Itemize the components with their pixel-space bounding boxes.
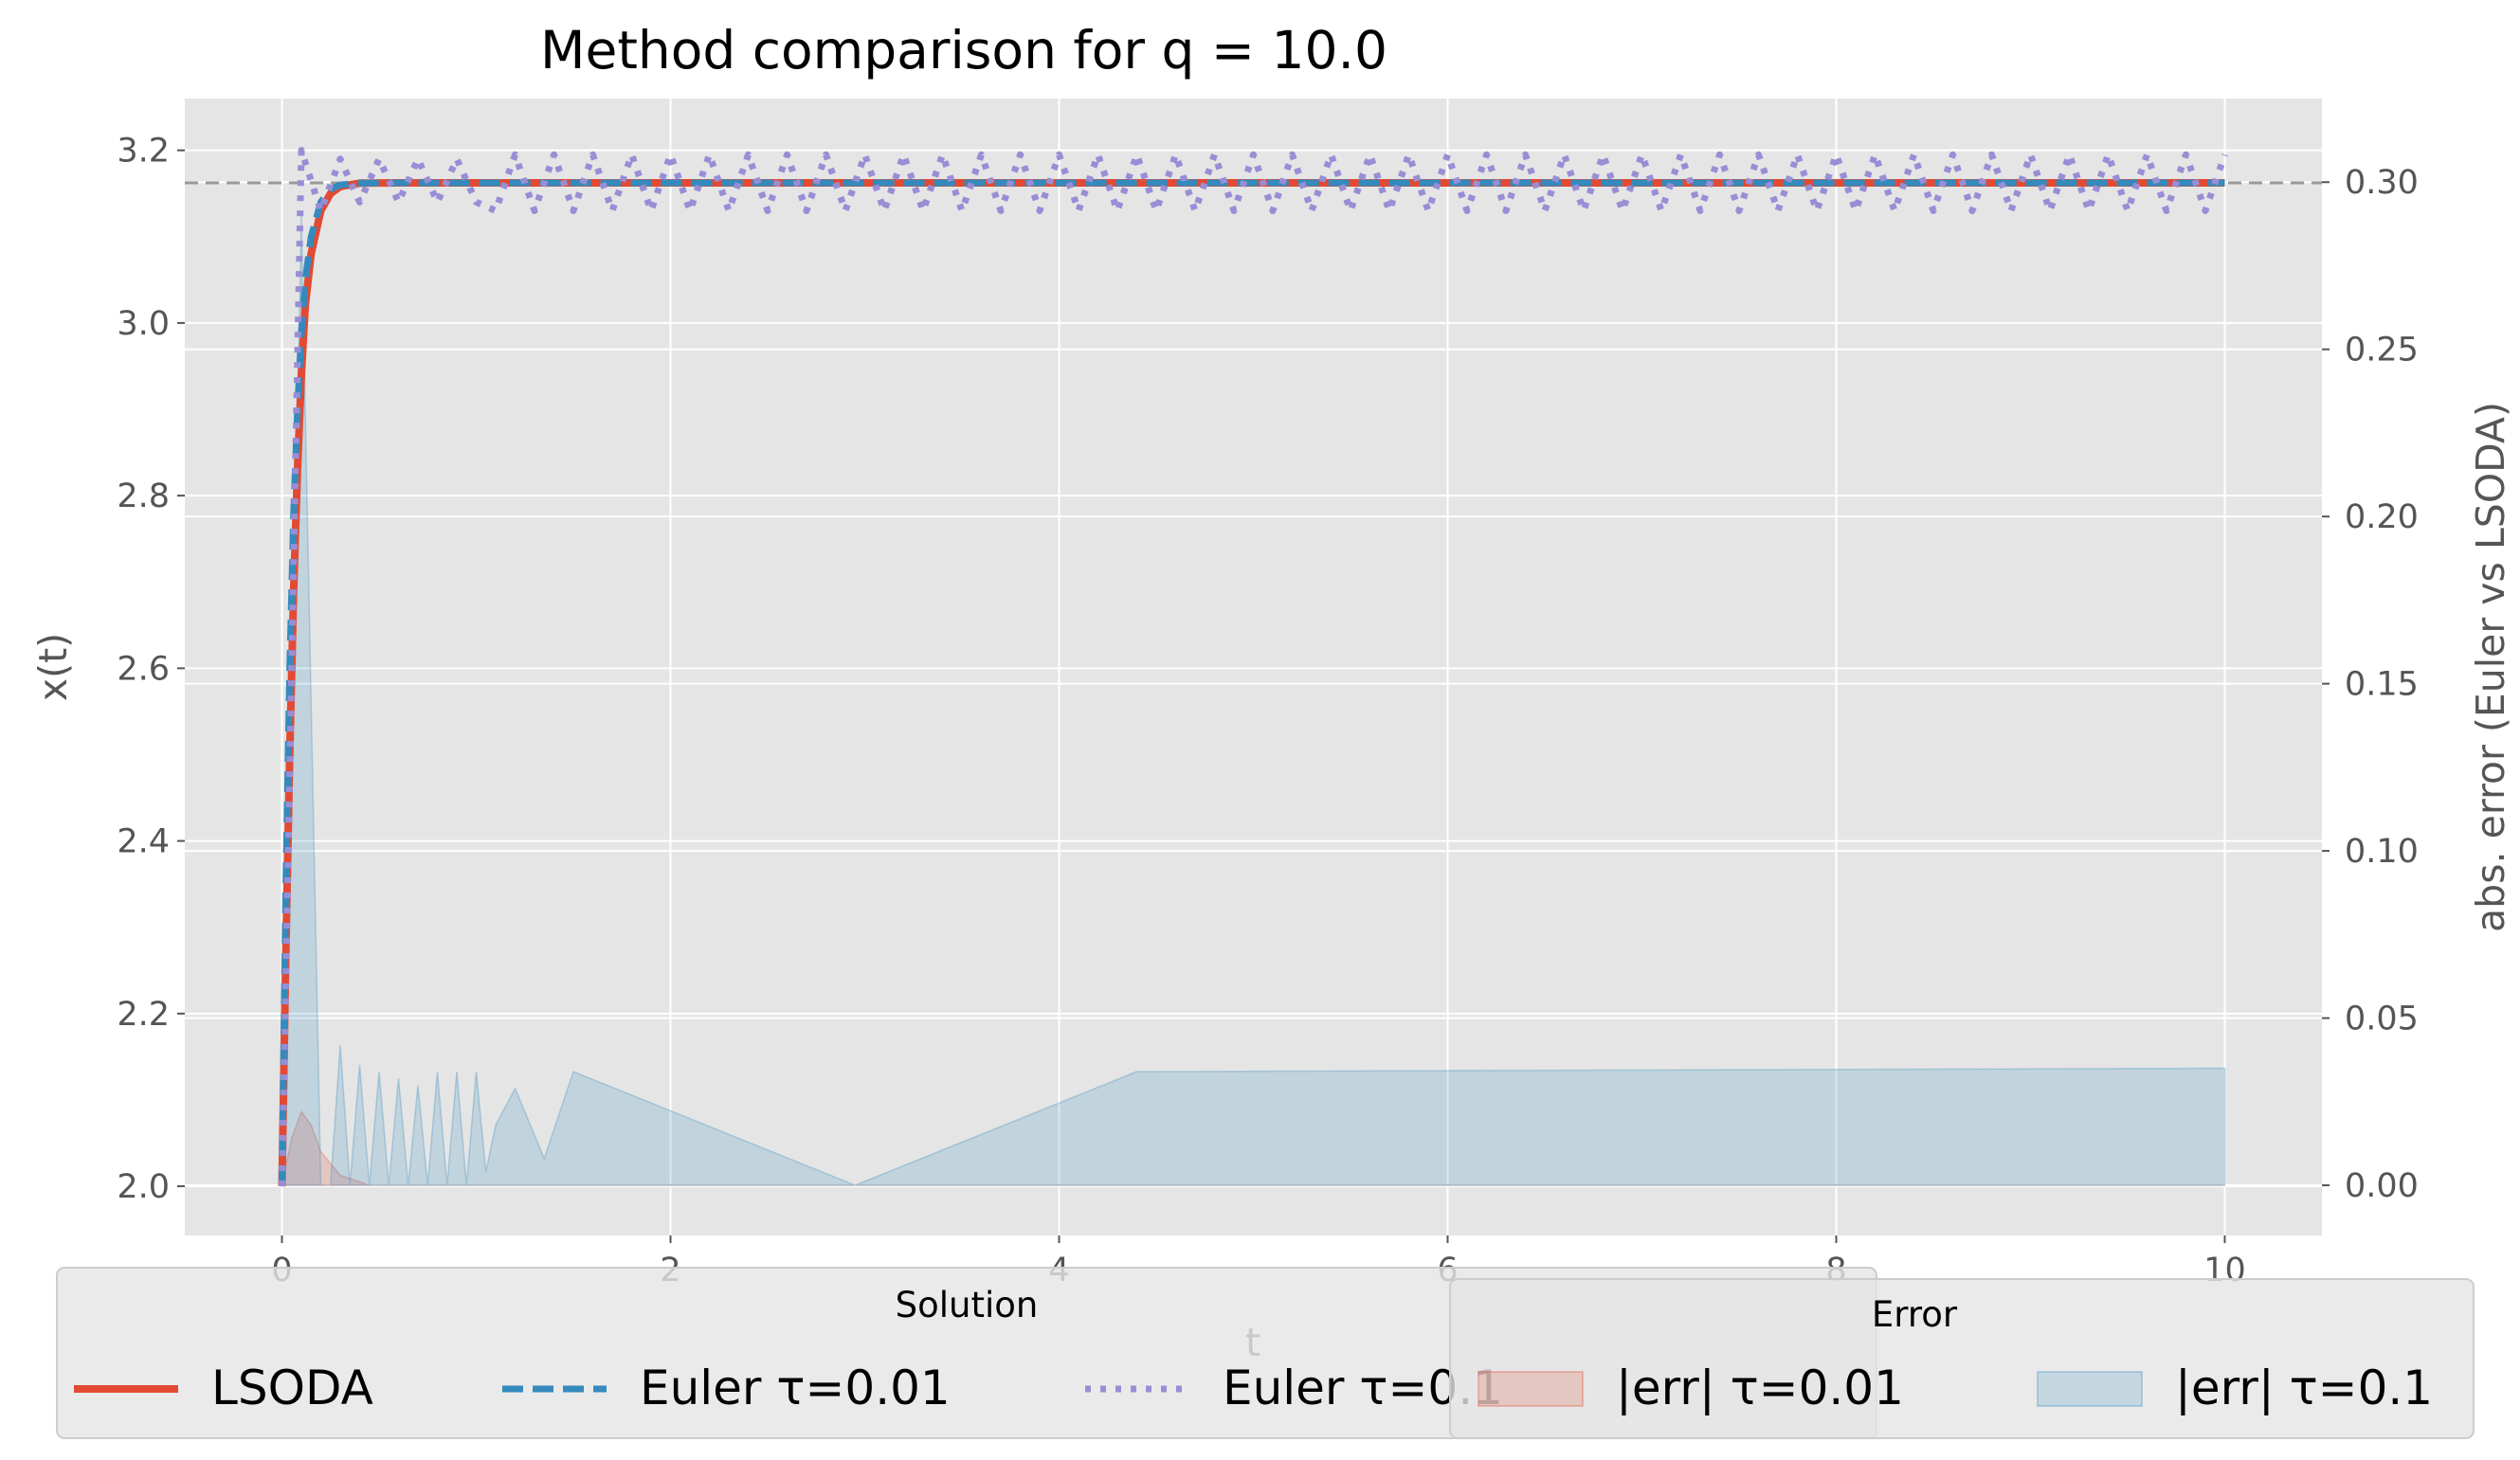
series-line [279, 147, 2228, 1187]
y-tick-label: 2.4 [117, 823, 170, 861]
y2-axis-ticks: 0.00 0.05 0.10 0.15 0.20 0.25 0.30 [2322, 164, 2419, 1205]
y-tick-label: 3.0 [117, 305, 170, 343]
error-area [281, 1109, 2225, 1186]
y2-tick-label: 0.30 [2345, 164, 2419, 202]
legend-title: Error [1872, 1294, 1958, 1335]
y-tick-label: 2.8 [117, 478, 170, 515]
legend-title: Solution [896, 1285, 1039, 1325]
legend-error: Error |err| τ=0.01 |err| τ=0.1 [1449, 1278, 2475, 1439]
legend-entry-label: Euler τ=0.01 [640, 1361, 951, 1415]
series-lines [278, 147, 2228, 1187]
legend-box [1449, 1278, 2475, 1439]
legend-swatch [1478, 1371, 1584, 1407]
chart-title: Method comparison for q = 10.0 [540, 20, 1387, 81]
y2-tick-label: 0.20 [2345, 498, 2419, 536]
y2-axis-label: abs. error (Euler vs LSODA) [2468, 402, 2513, 932]
y2-tick-label: 0.10 [2345, 833, 2419, 871]
error-areas [281, 215, 2226, 1186]
legend-entry-label: LSODA [211, 1361, 373, 1415]
y-axis-ticks: 2.0 2.2 2.4 2.6 2.8 3.0 3.2 [117, 133, 185, 1206]
y-tick-label: 2.6 [117, 650, 170, 688]
y-tick-label: 3.2 [117, 133, 170, 171]
legend-entry-label: |err| τ=0.01 [1616, 1361, 1904, 1415]
y2-tick-label: 0.00 [2345, 1167, 2419, 1205]
series-line [279, 179, 2225, 1187]
plot-area [185, 99, 2322, 1235]
error-area [281, 215, 2226, 1186]
grid [185, 99, 2322, 1235]
y-tick-label: 2.2 [117, 996, 170, 1034]
legend-entry-label: |err| τ=0.1 [2175, 1361, 2433, 1415]
y2-tick-label: 0.25 [2345, 332, 2419, 370]
y2-tick-label: 0.05 [2345, 1000, 2419, 1038]
legend-swatch [2037, 1371, 2143, 1407]
y-tick-label: 2.0 [117, 1168, 170, 1206]
y2-tick-label: 0.15 [2345, 666, 2419, 704]
y-axis-label: x(t) [30, 633, 76, 701]
